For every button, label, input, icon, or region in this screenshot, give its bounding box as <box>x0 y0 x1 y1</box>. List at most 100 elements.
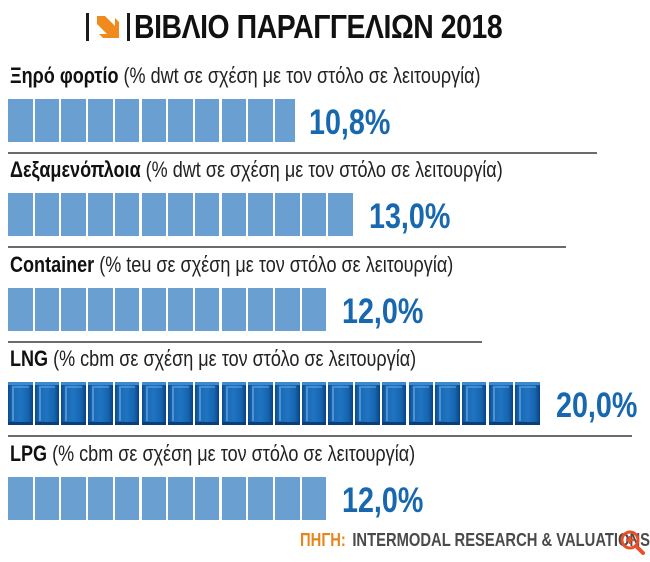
category-name: Δεξαμενόπλοια <box>10 157 141 182</box>
row-divider <box>8 435 632 437</box>
bar-segment <box>168 193 193 236</box>
bar-segment <box>8 382 33 425</box>
bar-segment <box>88 288 113 331</box>
bar-segment <box>34 193 60 236</box>
bar-segment <box>168 477 193 520</box>
title-divider-left <box>86 13 89 41</box>
bar-segment <box>194 193 220 236</box>
bar-segment <box>221 193 247 236</box>
bar-segment <box>141 477 166 520</box>
bar-segment <box>301 477 327 520</box>
bar-segment <box>461 382 487 425</box>
bar-segment <box>88 193 113 236</box>
bar-segment <box>248 288 273 331</box>
bar-segment <box>435 382 460 425</box>
bar-segment <box>61 288 86 331</box>
category-name: Ξηρό φορτίο <box>10 63 119 88</box>
row-label: Ξηρό φορτίο (% dwt σε σχέση με τον στόλο… <box>10 63 481 89</box>
bar-segment <box>34 477 60 520</box>
row-divider <box>8 152 597 154</box>
bar-segment <box>275 99 295 142</box>
orange-arrow-down-right-icon <box>97 16 119 38</box>
bar-segment <box>408 382 433 425</box>
bar-segment <box>194 288 220 331</box>
bar-segment <box>194 477 220 520</box>
title-divider-right <box>127 13 130 41</box>
bar-segment <box>301 288 327 331</box>
bar-segment <box>141 382 166 425</box>
bar-segment <box>275 288 300 331</box>
category-name: LNG <box>10 346 49 371</box>
row-label: LNG (% cbm σε σχέση με τον στόλο σε λειτ… <box>10 346 416 372</box>
bar-segment <box>8 288 33 331</box>
category-subtitle: (% cbm σε σχέση με τον στόλο σε λειτουργ… <box>48 346 417 371</box>
row-label: LPG (% cbm σε σχέση με τον στόλο σε λειτ… <box>10 441 415 467</box>
bar-segment <box>114 193 140 236</box>
chart-title: ΒΙΒΛΙΟ ΠΑΡΑΓΓΕΛΙΩΝ 2018 <box>134 8 503 45</box>
bar-segment <box>88 477 113 520</box>
bar-segment <box>141 99 166 142</box>
bar-segment <box>168 382 193 425</box>
bar-segment <box>168 99 193 142</box>
bar-segment <box>221 382 247 425</box>
bar-segment <box>248 99 273 142</box>
bar-segment <box>328 193 353 236</box>
bar-segment <box>275 477 300 520</box>
row-divider <box>8 246 566 248</box>
bar-segment <box>221 99 247 142</box>
bar-segment <box>488 382 514 425</box>
zoom-in-icon[interactable] <box>619 529 645 555</box>
bar-segment <box>114 382 140 425</box>
bar-segment <box>248 382 273 425</box>
source-label: ΠΗΓΗ: <box>300 530 346 550</box>
value-label: 13,0% <box>369 197 451 236</box>
bar-segment <box>141 193 166 236</box>
category-subtitle: (% cbm σε σχέση με τον στόλο σε λειτουργ… <box>47 441 416 466</box>
bar-segment <box>301 382 327 425</box>
value-label: 20,0% <box>556 386 638 425</box>
row-label: Container (% teu σε σχέση με τον στόλο σ… <box>10 252 453 278</box>
bar-segment <box>355 382 380 425</box>
row-divider <box>8 341 482 343</box>
row-label: Δεξαμενόπλοια (% dwt σε σχέση με τον στό… <box>10 157 503 183</box>
bar-segment <box>8 99 33 142</box>
bar-segment <box>61 477 86 520</box>
bar-segment <box>114 288 140 331</box>
bar-segment <box>221 288 247 331</box>
bar-segment <box>248 193 273 236</box>
bar-segment <box>221 477 247 520</box>
bar-segment <box>34 382 60 425</box>
source-line: ΠΗΓΗ: INTERMODAL RESEARCH & VALUATIONS <box>300 530 650 551</box>
bar-segment <box>194 382 220 425</box>
bar-segment <box>61 99 86 142</box>
bar-segment <box>275 193 300 236</box>
bar-segment <box>328 382 353 425</box>
value-label: 12,0% <box>342 481 424 520</box>
category-name: LPG <box>10 441 48 466</box>
bar-segment <box>61 382 86 425</box>
bar-segment <box>8 477 33 520</box>
bar-segment <box>8 193 33 236</box>
category-name: Container <box>10 252 95 277</box>
category-subtitle: (% dwt σε σχέση με τον στόλο σε λειτουργ… <box>140 157 503 182</box>
bar-segment <box>34 99 60 142</box>
value-label: 10,8% <box>308 103 390 142</box>
category-subtitle: (% dwt σε σχέση με τον στόλο σε λειτουργ… <box>118 63 481 88</box>
chart-title-block: ΒΙΒΛΙΟ ΠΑΡΑΓΓΕΛΙΩΝ 2018 <box>86 8 562 45</box>
bar-segment <box>34 288 60 331</box>
bar-segment <box>515 382 540 425</box>
source-text: INTERMODAL RESEARCH & VALUATIONS <box>352 530 650 550</box>
bar-segment <box>381 382 407 425</box>
value-label: 12,0% <box>342 292 424 331</box>
bar-segment <box>248 477 273 520</box>
bar-segment <box>88 382 113 425</box>
bar-segment <box>114 477 140 520</box>
category-subtitle: (% teu σε σχέση με τον στόλο σε λειτουργ… <box>94 252 454 277</box>
bar-segment <box>141 288 166 331</box>
bar-segment <box>301 193 327 236</box>
bar-segment <box>61 193 86 236</box>
bar-segment <box>168 288 193 331</box>
bar-segment <box>194 99 220 142</box>
bar-segment <box>275 382 300 425</box>
bar-segment <box>88 99 113 142</box>
